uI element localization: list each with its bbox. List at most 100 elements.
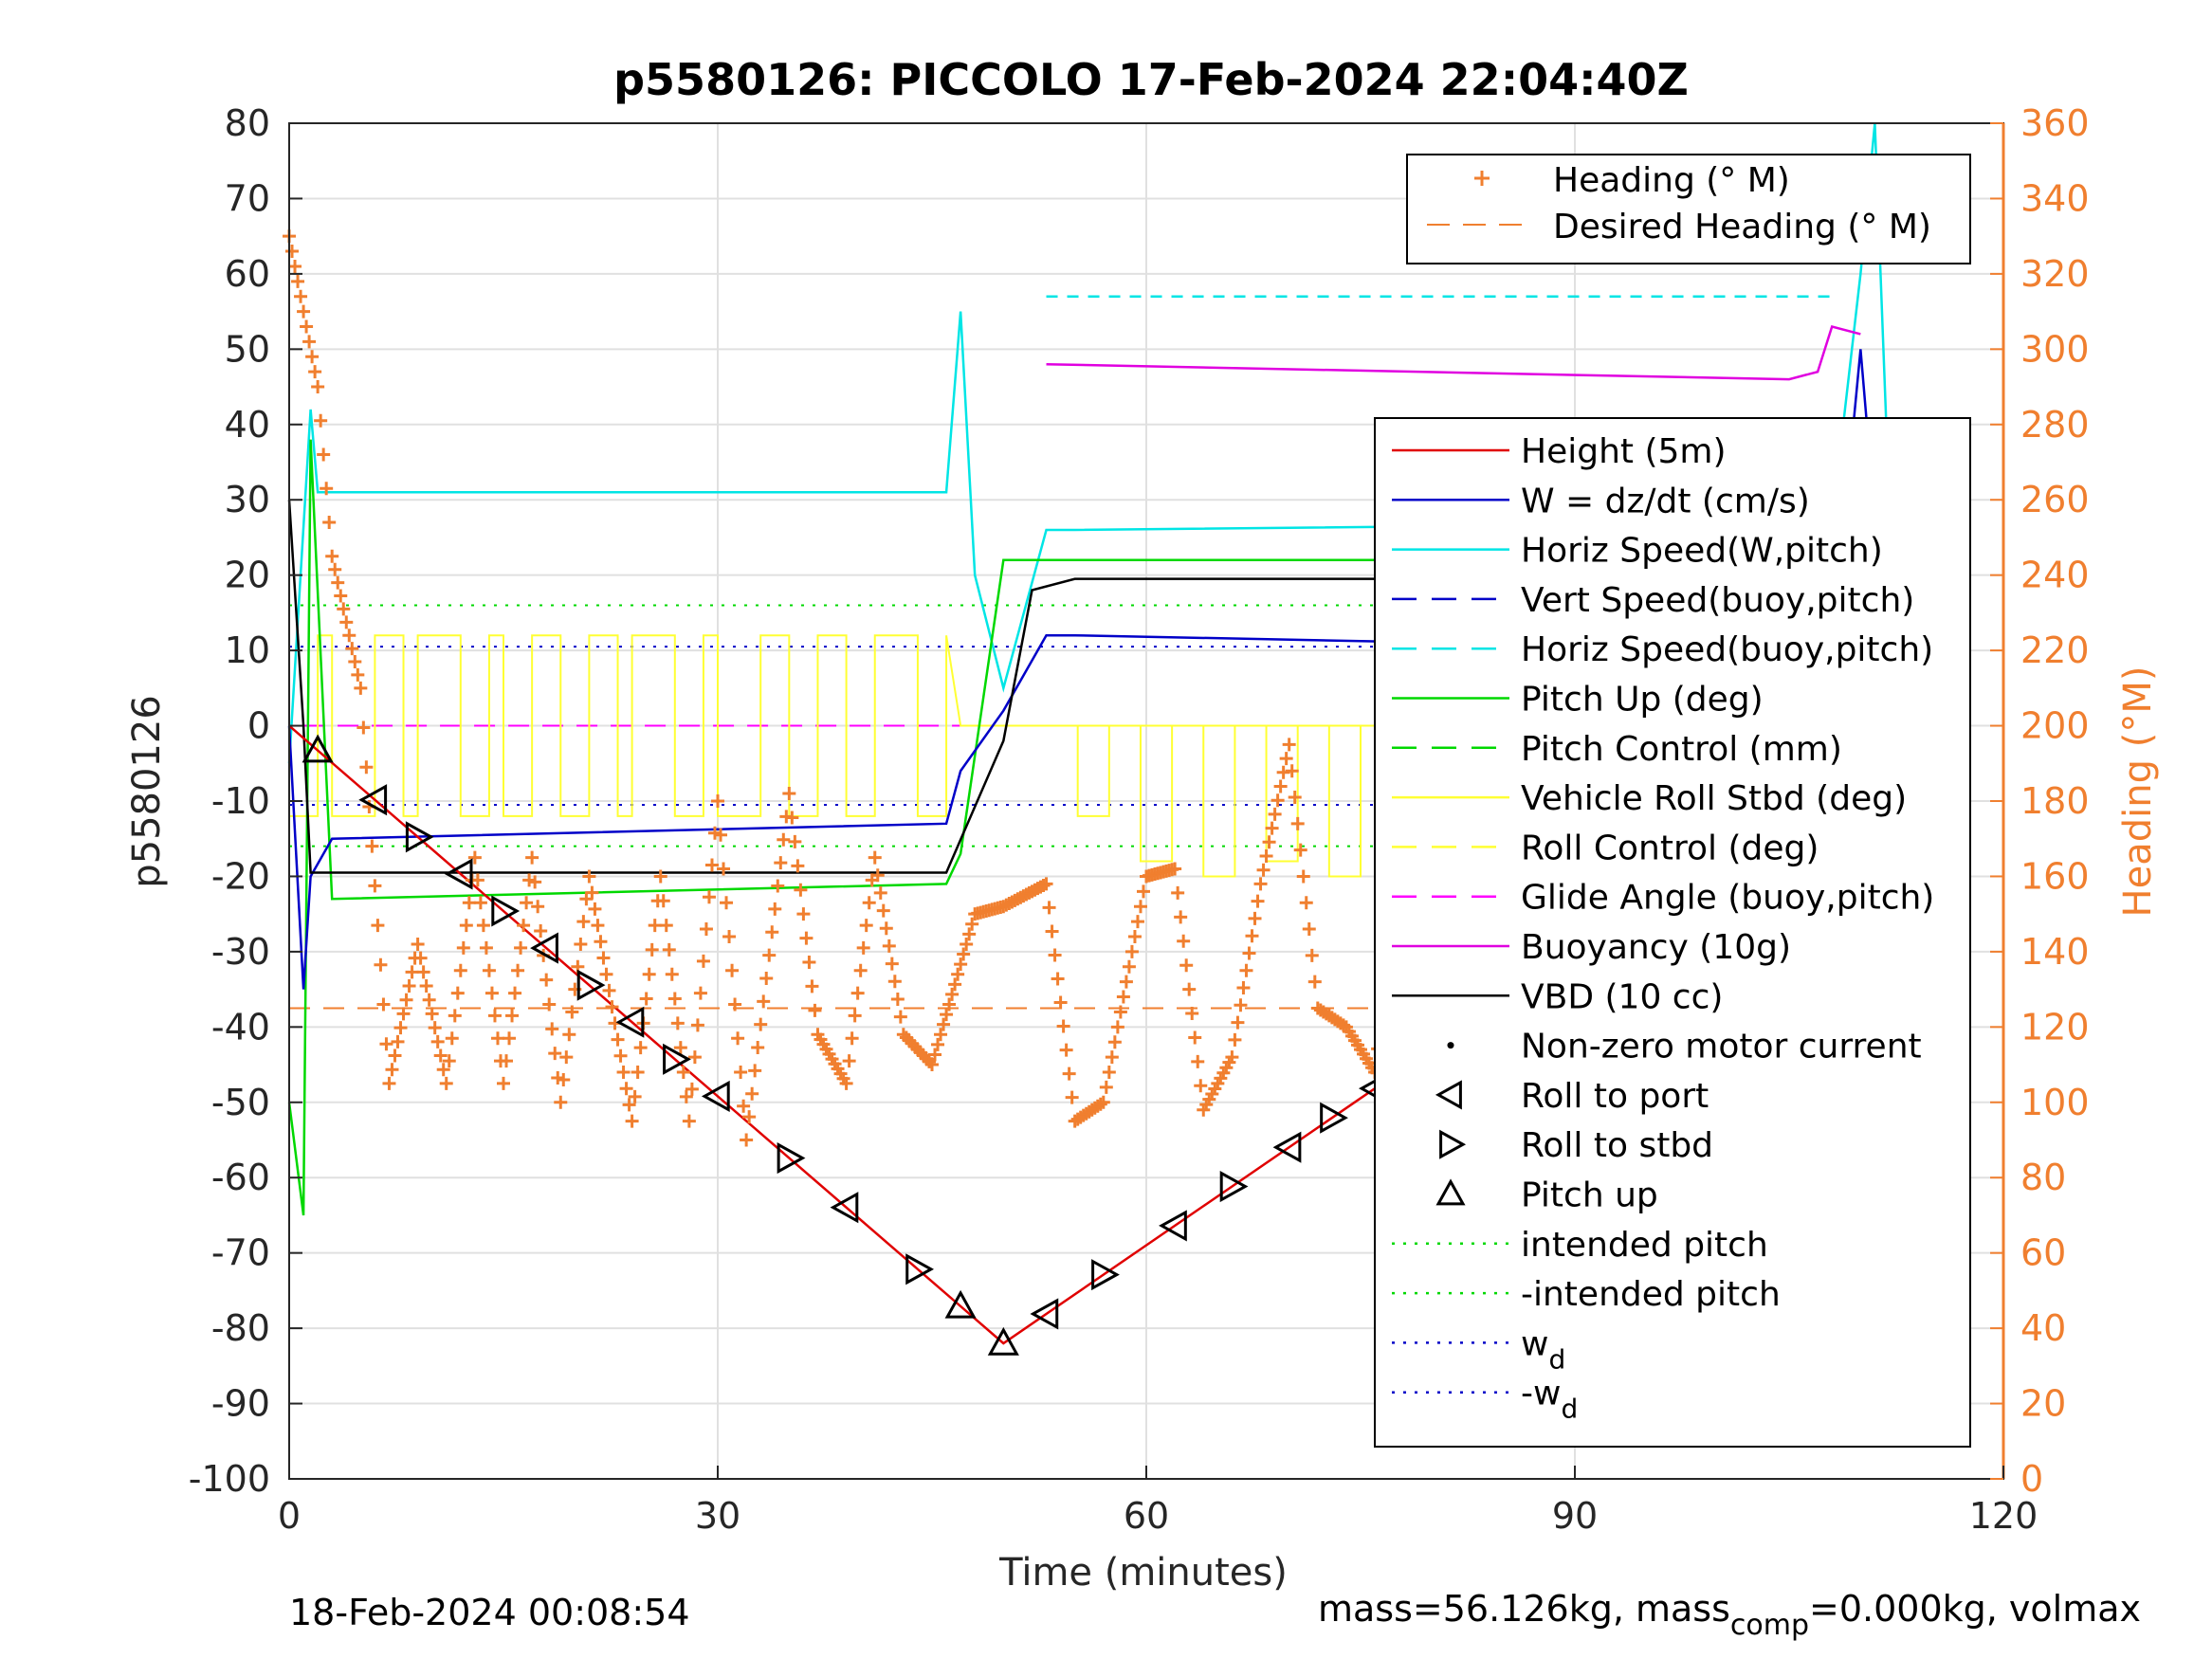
heading-point xyxy=(659,919,673,933)
heading-point xyxy=(748,1064,762,1078)
heading-point xyxy=(448,1009,462,1023)
y-tick-label: -20 xyxy=(211,855,270,897)
marker-tri-right xyxy=(576,969,606,1001)
y-tick-label: -70 xyxy=(211,1232,270,1274)
legend-main-label-sub: d xyxy=(1548,1343,1565,1375)
legend-main-label-text: Pitch Control (mm) xyxy=(1521,730,1842,769)
heading-point xyxy=(314,413,328,428)
legend-main-label: Pitch Up (deg) xyxy=(1521,681,1764,720)
heading-point xyxy=(1271,793,1285,808)
heading-point xyxy=(1130,915,1144,929)
heading-point xyxy=(428,1021,442,1035)
marker-tri-right xyxy=(1219,1171,1249,1203)
heading-point xyxy=(490,1031,504,1046)
heading-point xyxy=(648,919,662,933)
heading-point xyxy=(1171,885,1185,900)
heading-point xyxy=(1305,948,1319,962)
heading-point xyxy=(850,986,865,1000)
heading-point xyxy=(796,907,811,921)
heading-point xyxy=(348,655,362,669)
heading-point xyxy=(765,925,779,939)
legend-main-label-text: Pitch Up (deg) xyxy=(1521,681,1764,720)
legend-main-label-sub: d xyxy=(1561,1394,1578,1425)
legend-main-label-text: Roll Control (deg) xyxy=(1521,829,1819,867)
legend-main-label: Vehicle Roll Stbd (deg) xyxy=(1521,779,1907,818)
legend-main-label-text: Horiz Speed(W,pitch) xyxy=(1521,532,1883,571)
heading-point xyxy=(714,828,728,842)
horiz-speed-series xyxy=(287,122,1891,764)
heading-point xyxy=(951,967,965,981)
heading-point xyxy=(1174,910,1188,924)
heading-point xyxy=(667,992,682,1006)
legend-main: Height (5m) W = dz/dt (cm/s) Horiz Speed(W… xyxy=(1374,417,1971,1448)
heading-point xyxy=(473,896,487,910)
heading-point xyxy=(445,1031,459,1046)
heading-point xyxy=(1136,884,1150,899)
heading-point xyxy=(1179,958,1194,973)
y2-tick-label: 80 xyxy=(2020,1157,2066,1198)
heading-point xyxy=(291,274,305,288)
heading-point xyxy=(371,919,385,933)
heading-point xyxy=(413,951,428,965)
y-tick-label: 40 xyxy=(225,404,270,446)
heading-point xyxy=(411,937,425,951)
heading-point xyxy=(1236,981,1251,995)
legend-main-label-text: Horiz Speed(buoy,pitch) xyxy=(1521,630,1933,669)
footer-mass-sub: comp xyxy=(1730,1609,1809,1642)
marker-tri-up xyxy=(987,1326,1019,1356)
heading-point xyxy=(442,1054,456,1068)
heading-point xyxy=(376,997,391,1012)
y2-tick-label: 300 xyxy=(2020,328,2090,370)
heading-point xyxy=(450,986,465,1000)
heading-point xyxy=(1265,821,1279,835)
heading-point xyxy=(482,963,496,977)
heading-point xyxy=(934,1028,948,1042)
legend-heading-label: Desired Heading (° M) xyxy=(1553,208,1931,246)
heading-point xyxy=(1293,843,1307,857)
heading-point xyxy=(771,879,785,893)
heading-point xyxy=(873,885,887,900)
heading-point xyxy=(1239,963,1253,977)
heading-point xyxy=(402,979,416,994)
heading-point xyxy=(937,1017,951,1031)
heading-point xyxy=(500,1054,514,1068)
heading-point xyxy=(557,1072,571,1086)
heading-point xyxy=(782,787,796,801)
heading-point xyxy=(439,1076,453,1090)
heading-point xyxy=(476,919,490,933)
y2-tick-label: 60 xyxy=(2020,1232,2066,1274)
heading-point xyxy=(774,856,788,870)
heading-point xyxy=(704,858,719,872)
legend-marker-icon xyxy=(1435,1080,1462,1110)
heading-point xyxy=(591,919,605,933)
y-tick-label: 0 xyxy=(247,705,270,747)
heading-point xyxy=(1231,1015,1245,1030)
legend-heading-box xyxy=(1406,154,1971,264)
y2-tick-label: 340 xyxy=(2020,177,2090,219)
heading-point xyxy=(1122,959,1136,974)
marker-tri-right xyxy=(905,1253,935,1285)
heading-point xyxy=(1290,816,1305,830)
heading-point xyxy=(754,1017,768,1031)
heading-point xyxy=(548,1047,562,1061)
heading-point xyxy=(628,1089,642,1103)
heading-point xyxy=(1062,1066,1076,1081)
heading-point xyxy=(539,973,554,987)
x-axis-label: Time (minutes) xyxy=(998,1551,1288,1595)
heading-point xyxy=(676,1066,690,1079)
heading-point xyxy=(670,1016,685,1030)
heading-point xyxy=(320,482,334,496)
heading-point xyxy=(1045,924,1059,939)
x-tick-label: 0 xyxy=(278,1495,301,1537)
heading-point xyxy=(960,937,974,951)
legend-main-label: Roll to port xyxy=(1521,1077,1709,1116)
heading-point xyxy=(285,245,300,259)
heading-point xyxy=(728,997,742,1012)
heading-point xyxy=(799,931,814,945)
legend-main-label: Height (5m) xyxy=(1521,432,1727,471)
y-tick-label: -100 xyxy=(189,1458,270,1500)
heading-point xyxy=(1053,995,1068,1010)
heading-point xyxy=(720,896,734,910)
heading-point xyxy=(925,1058,939,1072)
